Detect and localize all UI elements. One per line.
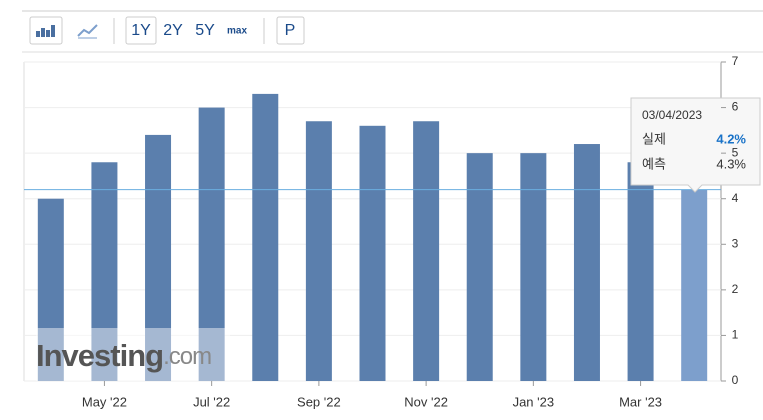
bar-icon — [36, 25, 55, 37]
y-tick-label: 2 — [732, 282, 739, 296]
range-button-active[interactable] — [125, 16, 157, 45]
x-tick-label: Jul '22 — [193, 394, 230, 409]
bar — [413, 121, 440, 381]
watermark-suffix: .com — [163, 343, 211, 370]
x-tick-label: May '22 — [82, 394, 127, 409]
y-tick-label: 5 — [732, 145, 739, 159]
x-tick-label: Sep '22 — [297, 394, 341, 409]
bar — [91, 162, 118, 381]
y-tick-label: 1 — [732, 328, 739, 342]
tooltip — [630, 97, 761, 193]
y-tick-label: 4 — [732, 191, 739, 205]
watermark: Investing.com — [36, 338, 211, 373]
tooltip-actual-label: 실제 — [642, 131, 666, 146]
tooltip-forecast: 4.3% — [716, 156, 746, 171]
bar — [305, 121, 332, 381]
bar — [359, 125, 386, 381]
x-tick-label: Jan '23 — [513, 394, 555, 409]
tooltip-date: 03/04/2023 — [642, 108, 702, 122]
y-tick-label: 7 — [732, 54, 739, 68]
y-tick-label: 0 — [732, 373, 739, 387]
bar — [466, 153, 493, 381]
bar — [145, 134, 172, 381]
line-chart-button[interactable] — [77, 24, 98, 37]
bar — [252, 93, 279, 382]
bar — [520, 153, 547, 381]
range-label[interactable]: 2Y — [163, 22, 183, 39]
bar — [37, 198, 64, 381]
x-tick-label: Nov '22 — [404, 394, 448, 409]
x-tick-label: Mar '23 — [619, 394, 662, 409]
range-label[interactable]: 5Y — [195, 22, 215, 39]
period-label[interactable]: P — [285, 22, 296, 39]
y-tick-label: 6 — [732, 100, 739, 114]
bar — [573, 144, 600, 381]
bar — [681, 189, 708, 381]
tooltip-forecast-label: 예측 — [642, 156, 666, 171]
watermark-veil — [36, 328, 230, 381]
y-tick-label: 3 — [732, 236, 739, 250]
range-label[interactable]: 1Y — [131, 22, 151, 39]
range-label[interactable]: max — [227, 26, 247, 37]
bar — [627, 162, 654, 381]
period-button[interactable] — [276, 16, 305, 45]
watermark-brand: Investing — [36, 338, 163, 373]
tooltip-actual: 4.2% — [716, 131, 746, 146]
bar — [198, 107, 225, 382]
